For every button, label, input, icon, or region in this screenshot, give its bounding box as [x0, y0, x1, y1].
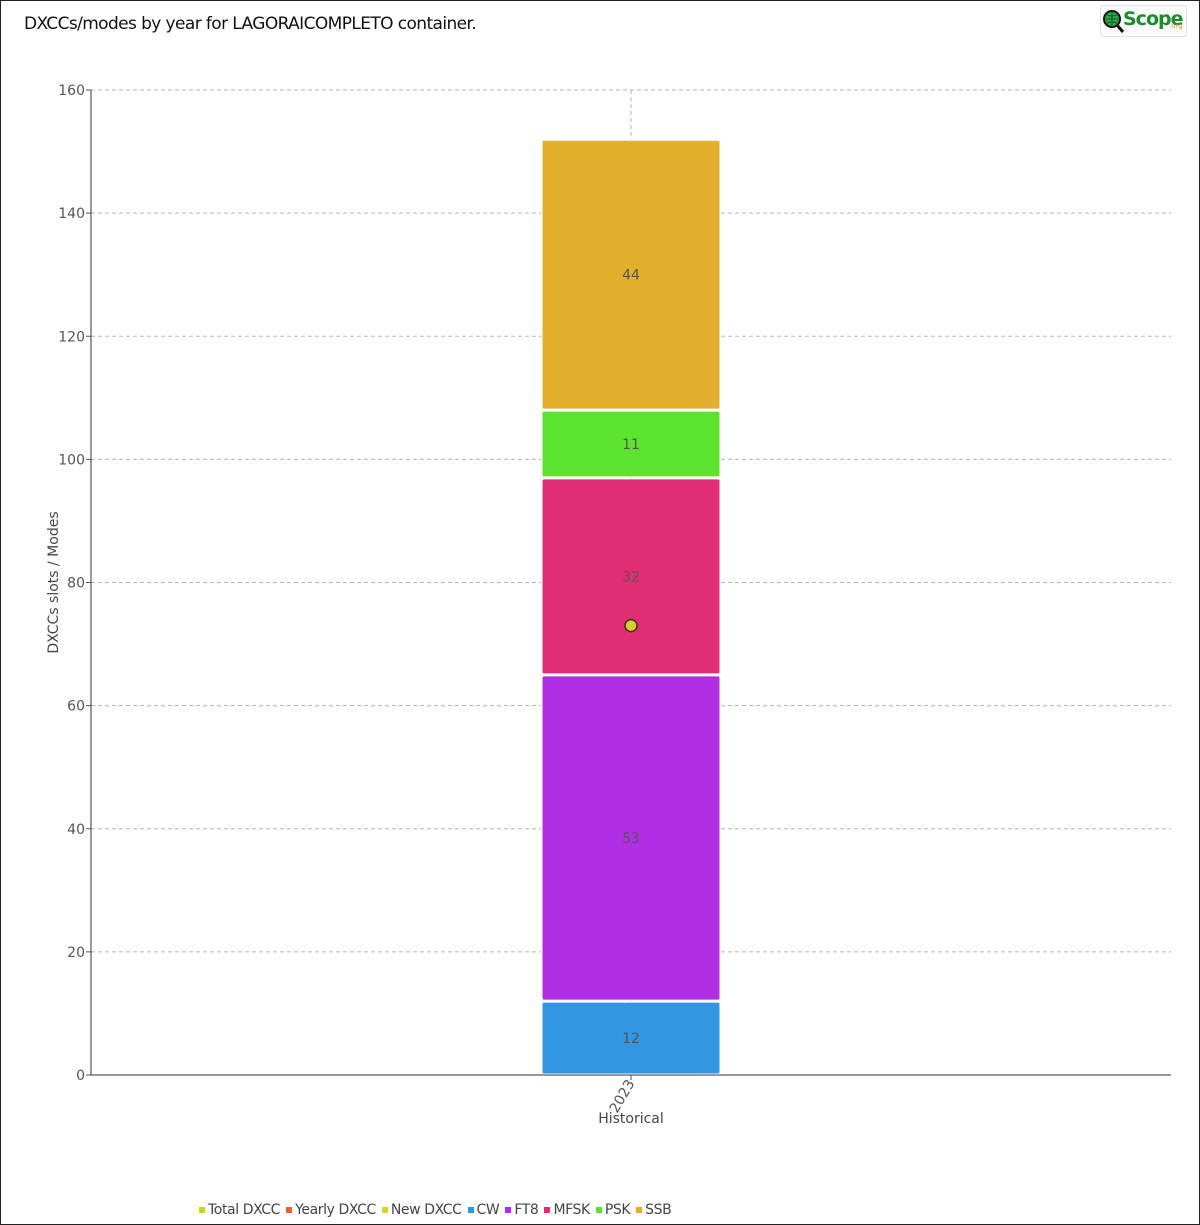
legend-label: New DXCC	[390, 1202, 462, 1218]
bar-data-label: 11	[622, 437, 640, 453]
legend-swatch	[636, 1207, 643, 1213]
y-tick-label: 100	[58, 452, 85, 468]
legend-swatch	[467, 1207, 474, 1213]
chart-title: DXCCs/modes by year for LAGORAICOMPLETO …	[24, 14, 477, 34]
bar-data-label: 32	[622, 569, 640, 585]
legend-item[interactable]: PSK	[595, 1202, 631, 1218]
logo-subtext: .org	[1169, 22, 1183, 30]
point-marker-new-dxcc	[624, 618, 638, 633]
bar-segment-ssb	[541, 139, 721, 410]
y-tick-label: 40	[67, 822, 85, 838]
magnifier-globe-icon	[1103, 10, 1125, 33]
legend-label: MFSK	[553, 1202, 590, 1218]
legend-swatch	[199, 1207, 205, 1213]
y-tick-label: 80	[67, 576, 85, 592]
legend-label: Total DXCC	[208, 1202, 281, 1218]
bar-data-label: 12	[622, 1031, 640, 1047]
y-tick-label: 60	[67, 699, 85, 715]
dxscope-logo[interactable]: Scope .org	[1100, 5, 1187, 37]
bar-segment-ft8	[541, 675, 721, 1001]
logo-text: Scope	[1123, 8, 1183, 30]
bar-data-label: 44	[622, 268, 640, 284]
legend-swatch	[544, 1207, 551, 1213]
legend-swatch	[505, 1207, 512, 1213]
legend-label: CW	[476, 1202, 500, 1218]
legend-item[interactable]: MFSK	[544, 1202, 590, 1218]
bar-segment-cw	[541, 1001, 721, 1075]
legend-swatch	[381, 1207, 388, 1213]
legend-item[interactable]: SSB	[636, 1202, 672, 1218]
legend-swatch	[286, 1207, 293, 1213]
legend-label: SSB	[645, 1202, 672, 1218]
legend-item[interactable]: Total DXCC	[199, 1202, 280, 1218]
legend-label: FT8	[514, 1202, 539, 1218]
legend-item[interactable]: FT8	[505, 1202, 539, 1218]
y-tick-label: 20	[67, 945, 85, 961]
y-tick-label: 0	[76, 1068, 85, 1084]
legend-label: PSK	[604, 1202, 631, 1218]
bar-data-label: 53	[622, 831, 640, 847]
chart-legend: Total DXCC Yearly DXCC New DXCC CW FT8 MFSK PS…	[199, 1200, 677, 1220]
y-tick-label: 160	[58, 83, 85, 99]
legend-label: Yearly DXCC	[295, 1202, 376, 1218]
y-tick-label: 140	[58, 206, 85, 222]
legend-swatch	[595, 1207, 602, 1213]
legend-item[interactable]: New DXCC	[381, 1202, 462, 1218]
bar-segment-mfsk	[541, 478, 721, 675]
x-axis-label: Historical	[598, 1111, 664, 1127]
y-tick-label: 120	[58, 329, 85, 345]
bar-segment-psk	[541, 410, 721, 478]
legend-item[interactable]: Yearly DXCC	[286, 1202, 376, 1218]
legend-item[interactable]: CW	[467, 1202, 500, 1218]
y-axis-label: DXCCs slots / Modes	[46, 511, 62, 653]
